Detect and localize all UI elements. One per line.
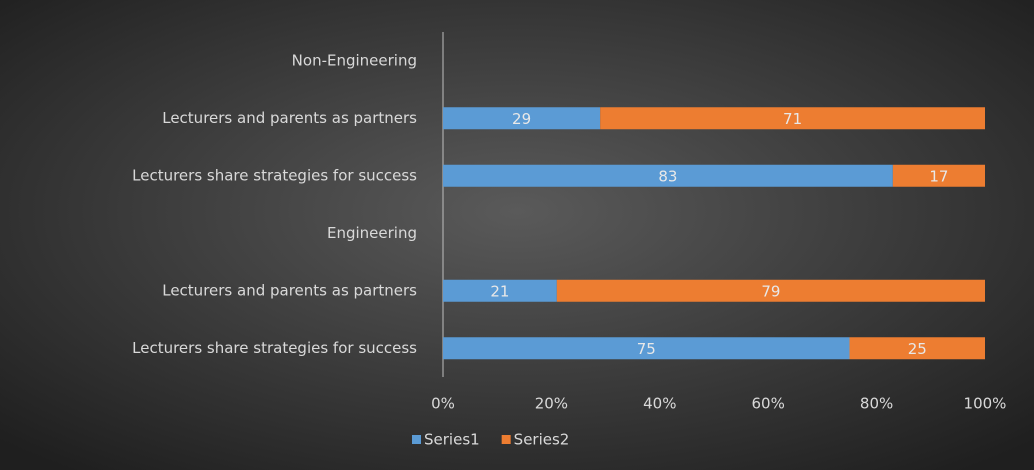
data-label: 79 [761, 282, 780, 300]
y-tick-label: Engineering [327, 224, 417, 242]
y-tick-label: Lecturers and parents as partners [162, 109, 417, 127]
bar-segment [443, 279, 557, 302]
legend-label: Series2 [514, 431, 570, 449]
y-tick-label: Non-Engineering [292, 51, 417, 69]
legend-swatch [501, 435, 511, 444]
data-label: 25 [908, 340, 927, 358]
x-tick-label: 60% [752, 395, 785, 413]
data-label: 29 [512, 110, 531, 128]
legend-label: Series1 [424, 431, 480, 449]
x-tick-label: 40% [643, 395, 676, 413]
bar-segment [849, 337, 985, 360]
data-label: 83 [658, 167, 677, 185]
data-label: 75 [637, 340, 656, 358]
x-tick-label: 80% [860, 395, 893, 413]
x-tick-label: 20% [535, 395, 568, 413]
y-tick-label: Lecturers share strategies for success [132, 166, 417, 184]
data-label: 17 [929, 167, 948, 185]
y-tick-label: Lecturers share strategies for success [132, 339, 417, 357]
data-label: 21 [490, 282, 509, 300]
bar-segment [443, 164, 893, 187]
x-tick-label: 0% [431, 395, 455, 413]
bar-segment [556, 279, 985, 302]
bar-segment [892, 164, 985, 187]
bar-segment [443, 107, 601, 130]
bar-segment [443, 337, 850, 360]
data-label: 71 [783, 110, 802, 128]
y-tick-label: Lecturers and parents as partners [162, 281, 417, 299]
bar-segment [600, 107, 985, 130]
x-tick-label: 100% [964, 395, 1007, 413]
legend-swatch [412, 435, 421, 444]
